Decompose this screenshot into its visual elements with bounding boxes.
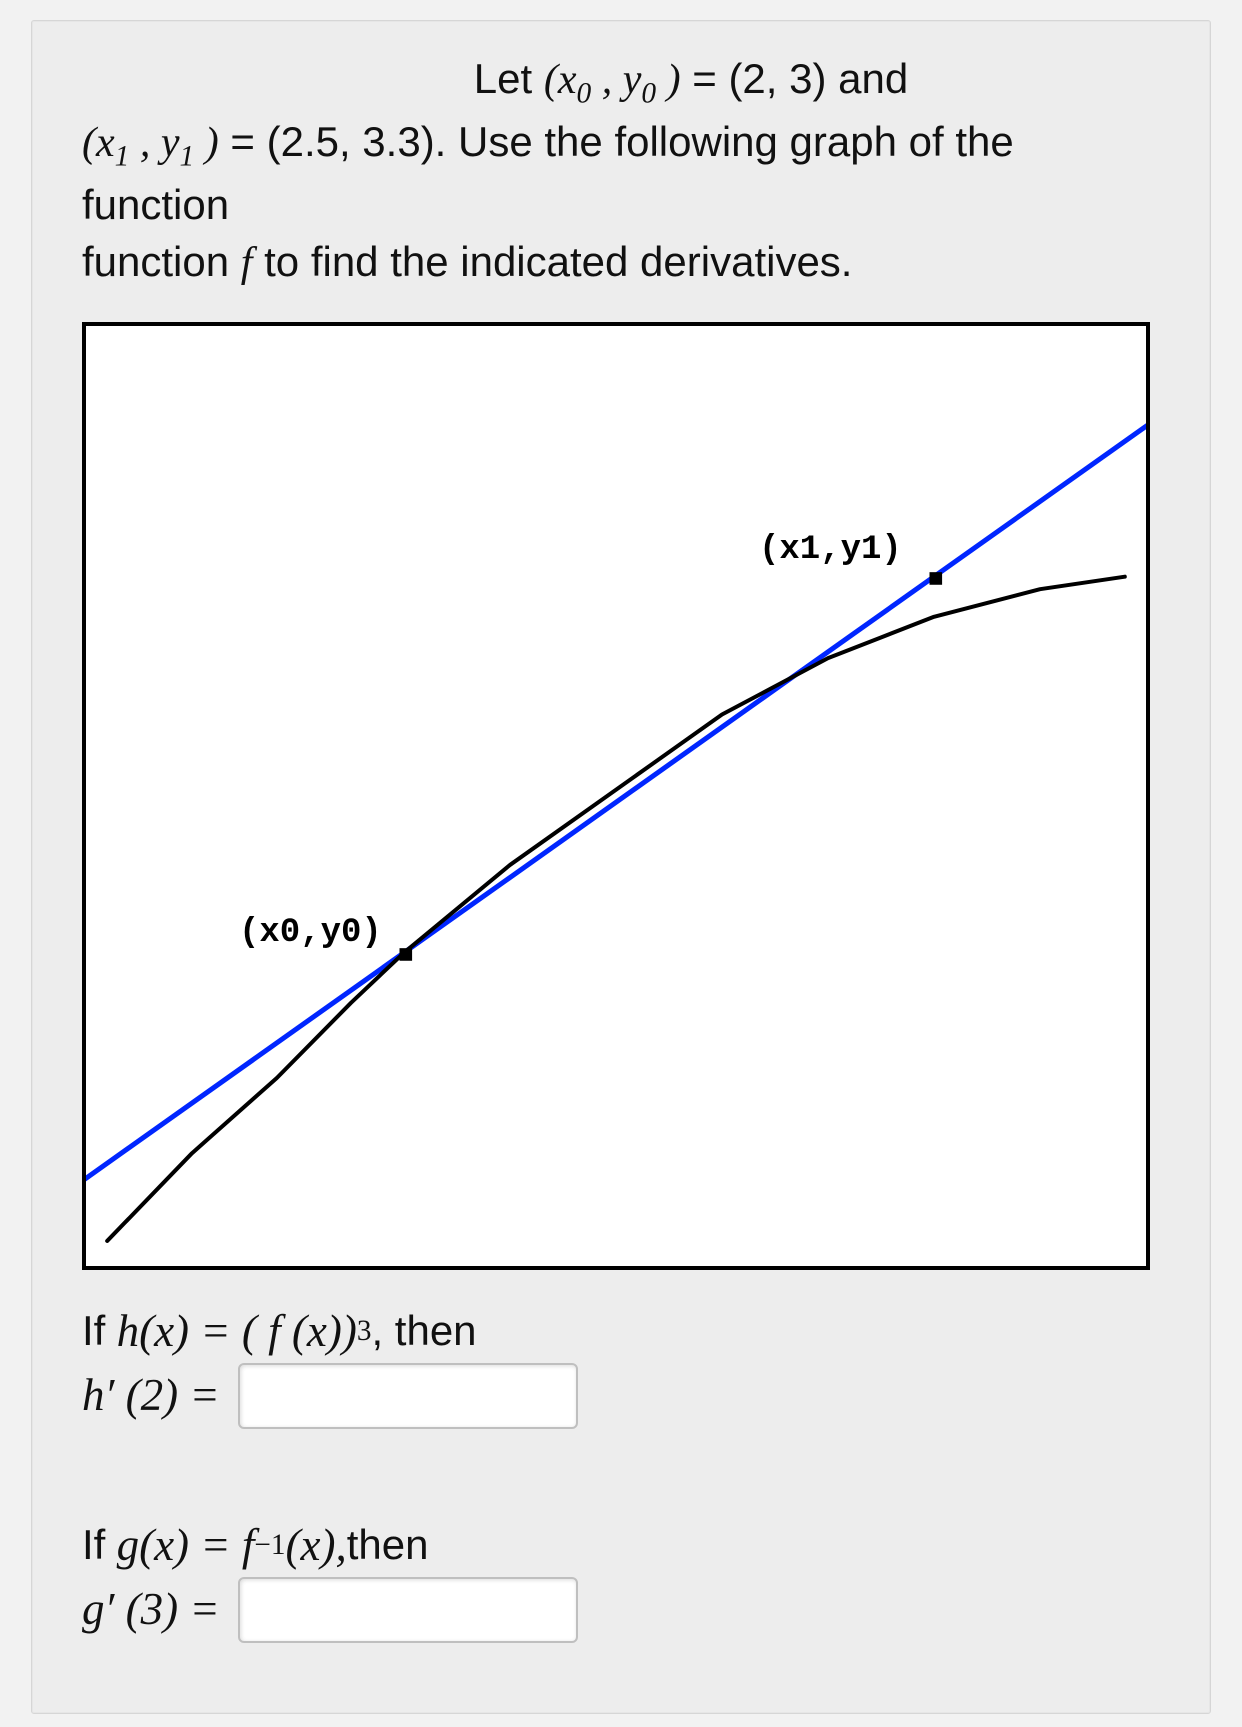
curve-f (107, 576, 1125, 1240)
intro-func-pre: function (82, 238, 241, 285)
q1-if: If (82, 1302, 105, 1361)
page: Let (x0 , y0 ) = (2, 3) and (x1 , y1 ) =… (0, 0, 1242, 1727)
q2-gx: g(x) = f (105, 1514, 254, 1577)
problem-statement: Let (x0 , y0 ) = (2, 3) and (x1 , y1 ) =… (82, 51, 1160, 292)
p0-expr: (x0 , y0 ) (544, 57, 681, 103)
spacer (82, 1429, 1160, 1484)
tangent-line (86, 326, 1146, 1266)
p0-val: (2, 3) (728, 55, 826, 102)
question-1: If h(x) = ( f (x)) 3 , then h′ (2) = (82, 1300, 1160, 1429)
intro-let: Let (474, 55, 544, 102)
q1-line1: If h(x) = ( f (x)) 3 , then (82, 1300, 1160, 1363)
q2-lhs: g′ (3) = (82, 1578, 220, 1641)
and: and (838, 55, 908, 102)
q1-hx: h(x) = ( f (x)) (105, 1300, 356, 1363)
p1-val: (2.5, 3.3). (267, 118, 447, 165)
q2-exp: −1 (254, 1525, 285, 1566)
q1-exp: 3 (357, 1311, 372, 1352)
q2-then: then (347, 1516, 429, 1575)
intro2: Use the following graph of the function (82, 118, 1014, 228)
eq2: = (230, 118, 266, 165)
eq1: = (692, 55, 728, 102)
q1-then: , then (371, 1302, 476, 1361)
q2-answer-input[interactable] (238, 1577, 578, 1643)
func-f: f (241, 240, 253, 286)
plotted-point (930, 572, 943, 585)
q1-line2: h′ (2) = (82, 1363, 1160, 1429)
q2-line1: If g(x) = f −1 (x), then (82, 1514, 1160, 1577)
q2-line2: g′ (3) = (82, 1577, 1160, 1643)
q2-tail: (x), (286, 1514, 347, 1577)
p1-expr: (x1 , y1 ) (82, 120, 219, 166)
chart-svg (86, 326, 1146, 1266)
question-2: If g(x) = f −1 (x), then g′ (3) = (82, 1514, 1160, 1643)
q2-if: If (82, 1516, 105, 1575)
plotted-point (400, 948, 413, 961)
q1-lhs: h′ (2) = (82, 1364, 220, 1427)
q1-answer-input[interactable] (238, 1363, 578, 1429)
problem-card: Let (x0 , y0 ) = (2, 3) and (x1 , y1 ) =… (31, 20, 1211, 1714)
function-graph: (x0,y0) (x1,y1) (82, 322, 1150, 1270)
intro3: to find the indicated derivatives. (264, 238, 852, 285)
label-p0: (x0,y0) (239, 914, 382, 952)
label-p1: (x1,y1) (759, 531, 902, 569)
